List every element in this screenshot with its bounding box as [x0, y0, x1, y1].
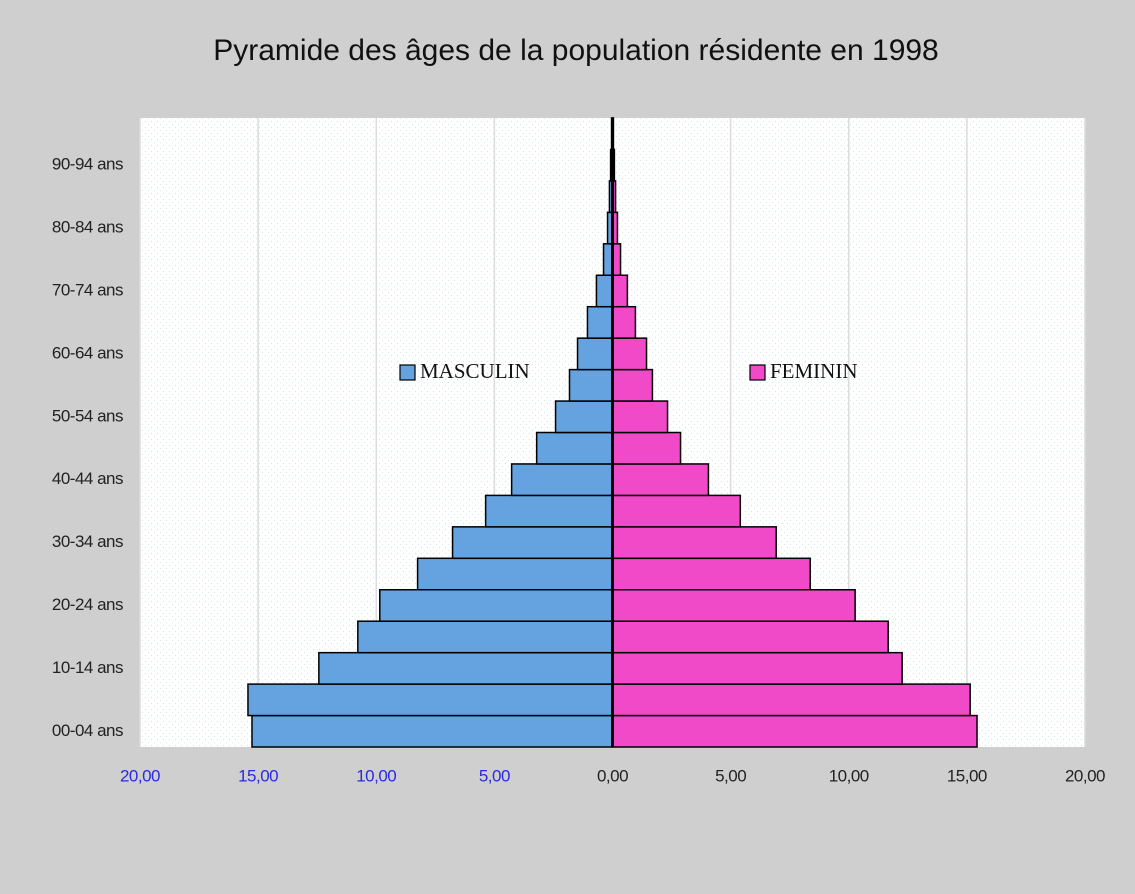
y-tick-label: 40-44 ans: [52, 469, 123, 488]
legend-swatch: [749, 364, 766, 381]
x-tick-label: 20,00: [1065, 766, 1105, 785]
x-tick-label: 15,00: [947, 766, 987, 785]
bar: [611, 274, 629, 308]
bar: [611, 463, 710, 497]
bar: [247, 683, 614, 717]
bar: [611, 589, 856, 622]
y-tick-label: 10-14 ans: [52, 658, 123, 677]
bar: [379, 589, 614, 622]
y-tick-label: 00-04 ans: [52, 721, 123, 740]
y-tick-label: 70-74 ans: [52, 280, 123, 299]
x-tick-label: 10,00: [829, 766, 869, 785]
bar: [416, 557, 614, 591]
bar: [451, 526, 614, 560]
bar: [586, 305, 614, 339]
x-tick-label: 10,00: [356, 766, 396, 785]
bar: [611, 557, 811, 591]
bar: [611, 337, 648, 371]
y-tick-label: 30-34 ans: [52, 532, 123, 551]
x-tick-label: 5,00: [715, 766, 746, 785]
bar: [484, 494, 614, 528]
chart-title: Pyramide des âges de la population résid…: [213, 34, 939, 67]
x-tick-label: 15,00: [238, 766, 278, 785]
bar: [611, 494, 742, 528]
y-tick-label: 90-94 ans: [52, 155, 123, 174]
y-tick-label: 50-54 ans: [52, 406, 123, 425]
bar: [611, 651, 903, 685]
bar: [611, 431, 682, 465]
bar: [611, 368, 654, 402]
bar: [357, 620, 614, 654]
y-tick-label: 80-84 ans: [52, 218, 123, 237]
bar: [510, 463, 614, 497]
bar: [318, 651, 614, 685]
bar: [595, 274, 614, 308]
bar: [611, 400, 669, 434]
legend-label: MASCULIN: [420, 359, 530, 383]
x-tick-label: 5,00: [479, 766, 510, 785]
bar: [611, 683, 971, 717]
y-tick-label: 20-24 ans: [52, 595, 123, 614]
bar: [611, 714, 978, 748]
y-tick-label: 60-64 ans: [52, 343, 123, 362]
bar: [535, 431, 614, 465]
bar: [611, 620, 889, 654]
legend-swatch: [399, 364, 416, 381]
bar: [576, 337, 614, 371]
x-tick-label: 0,00: [597, 766, 628, 785]
bar: [568, 368, 614, 402]
x-tick-label: 20,00: [120, 766, 160, 785]
legend-label: FEMININ: [770, 359, 858, 383]
bar: [251, 714, 614, 748]
bar: [554, 400, 614, 434]
bar: [611, 305, 637, 339]
bar: [611, 526, 777, 560]
